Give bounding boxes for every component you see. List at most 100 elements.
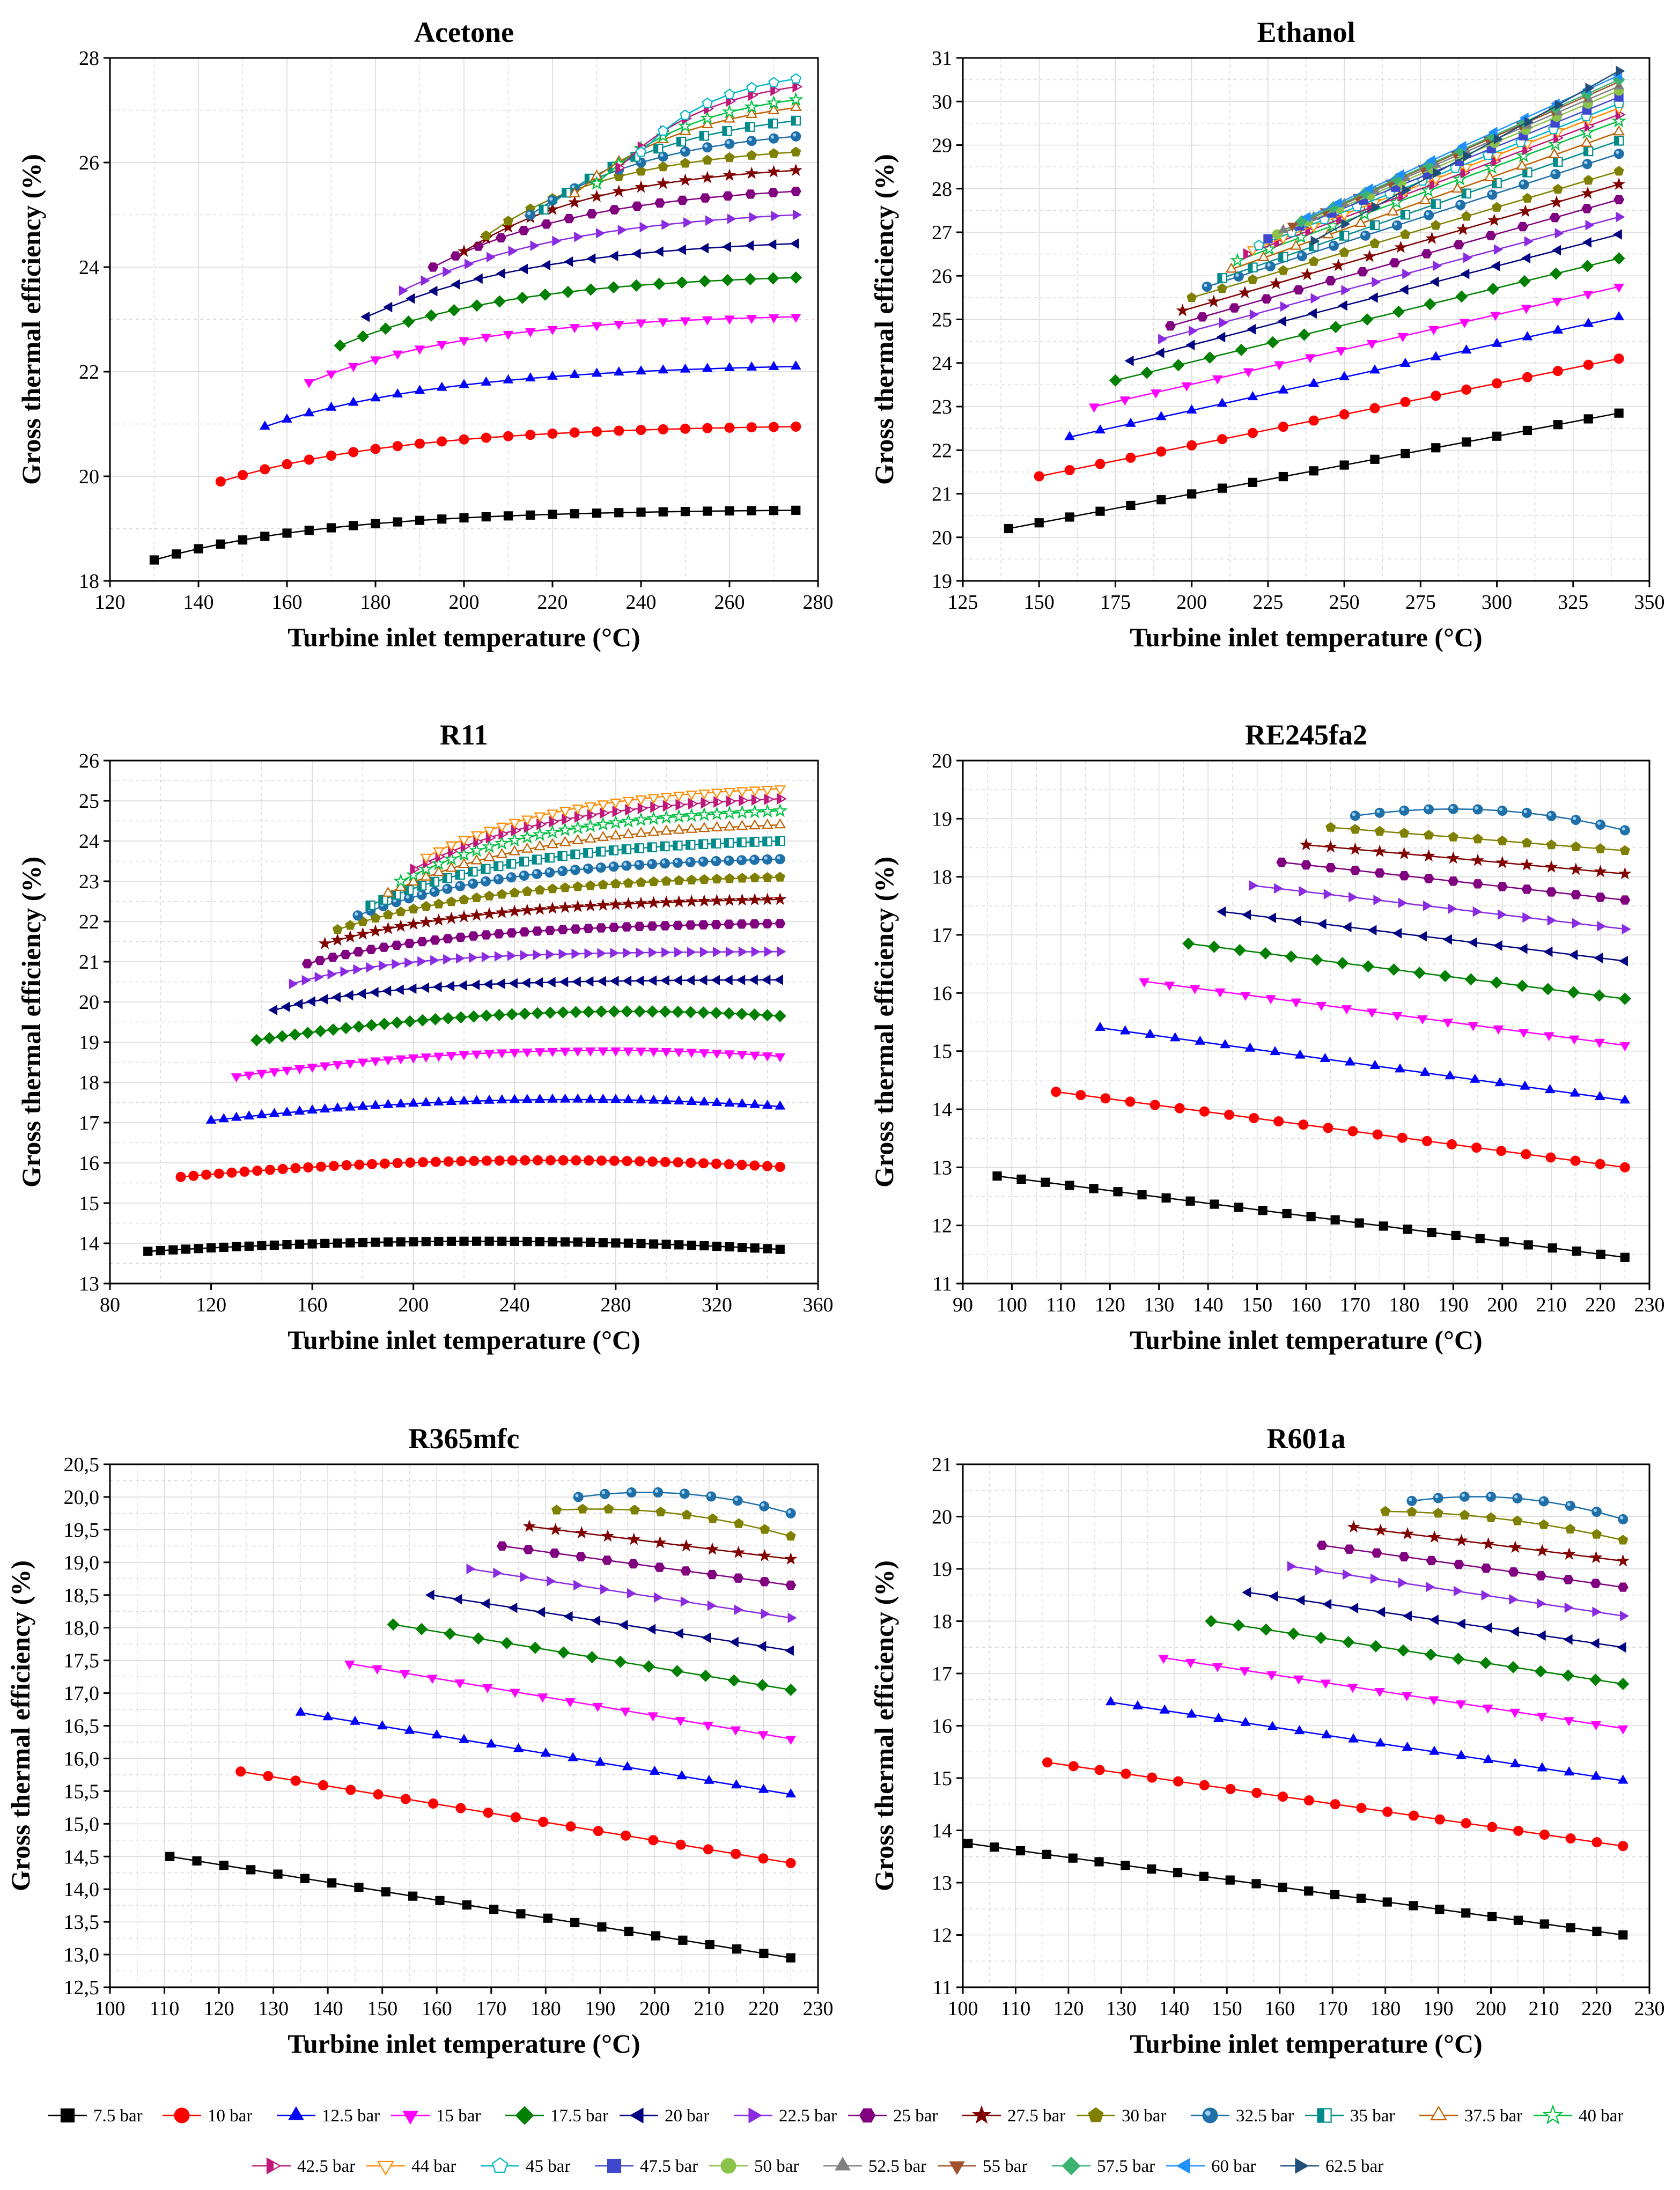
series-25-bar xyxy=(428,186,801,272)
data-point xyxy=(710,1006,723,1019)
data-point xyxy=(1188,326,1198,336)
data-point xyxy=(1034,518,1044,528)
data-point xyxy=(562,285,574,298)
data-point xyxy=(736,1098,748,1108)
data-point xyxy=(1041,1177,1050,1187)
series-32-5-bar xyxy=(1350,803,1630,836)
data-point xyxy=(612,185,625,197)
data-point xyxy=(219,1242,229,1252)
data-point xyxy=(382,1056,394,1066)
data-point xyxy=(508,1602,518,1613)
data-point xyxy=(1075,1090,1086,1101)
data-point xyxy=(1265,995,1276,1005)
series-22-5-bar xyxy=(1158,211,1625,344)
y-tick-label: 13 xyxy=(932,1872,952,1894)
data-point xyxy=(633,1005,646,1018)
data-point xyxy=(724,138,735,149)
data-point xyxy=(507,950,517,961)
x-tick-label: 200 xyxy=(1487,1294,1517,1316)
data-point xyxy=(655,1506,666,1517)
data-point xyxy=(1187,440,1197,451)
data-point xyxy=(1488,127,1498,137)
data-point xyxy=(428,262,439,272)
data-point xyxy=(658,151,668,162)
data-point xyxy=(431,856,446,871)
y-tick-label: 17 xyxy=(79,1112,99,1134)
x-tick-label: 225 xyxy=(1252,591,1283,614)
data-point xyxy=(563,1611,573,1622)
data-point xyxy=(557,822,573,837)
data-point xyxy=(1616,1554,1630,1567)
data-point xyxy=(711,1096,723,1106)
data-point xyxy=(1249,880,1258,891)
data-point xyxy=(623,878,634,888)
data-point xyxy=(354,1159,365,1170)
data-point xyxy=(218,1113,229,1123)
data-point xyxy=(472,1632,485,1645)
data-point xyxy=(1568,949,1578,961)
series-line xyxy=(1110,1701,1623,1782)
data-point xyxy=(614,508,624,518)
data-point xyxy=(1486,283,1499,296)
y-tick-label: 15,5 xyxy=(64,1780,100,1803)
data-point xyxy=(1161,1193,1171,1203)
data-point xyxy=(1372,202,1381,212)
data-point xyxy=(775,1162,785,1172)
data-point xyxy=(430,1156,441,1167)
x-tick-label: 160 xyxy=(297,1294,328,1316)
data-point xyxy=(738,946,748,957)
data-point xyxy=(404,939,415,948)
data-point xyxy=(481,512,491,522)
chart-title: RE245fa2 xyxy=(1245,719,1367,751)
data-point xyxy=(636,1238,646,1249)
data-point xyxy=(1323,889,1333,899)
data-point xyxy=(379,960,388,971)
x-tick-label: 190 xyxy=(1438,1294,1469,1316)
data-point xyxy=(503,330,514,340)
data-point xyxy=(496,1094,507,1104)
x-tick-label: 325 xyxy=(1558,591,1588,614)
data-point xyxy=(687,947,697,957)
data-point xyxy=(647,859,658,869)
chart-title: R365mfc xyxy=(409,1422,520,1455)
x-tick-label: 230 xyxy=(1634,1997,1665,2020)
data-point xyxy=(1484,159,1499,174)
data-point xyxy=(1569,862,1583,875)
legend-entry-12-5-bar: 12.5 bar xyxy=(277,2106,380,2126)
data-point xyxy=(759,1949,769,1958)
data-point xyxy=(592,508,602,518)
chart-title: Ethanol xyxy=(1257,16,1355,48)
data-point xyxy=(1253,239,1265,250)
data-point xyxy=(657,176,670,189)
data-point xyxy=(1583,146,1594,157)
data-point xyxy=(416,1014,429,1027)
data-point xyxy=(775,1244,785,1254)
data-point xyxy=(583,864,593,874)
data-point xyxy=(1521,305,1532,314)
series-20-bar xyxy=(1124,229,1622,366)
data-point xyxy=(1094,1857,1104,1867)
data-point xyxy=(1185,1658,1196,1668)
data-point xyxy=(609,250,618,262)
data-point xyxy=(775,919,786,928)
series-line xyxy=(154,510,796,561)
data-point xyxy=(559,1093,571,1103)
series-40-bar xyxy=(1230,113,1626,267)
data-point xyxy=(1369,238,1380,248)
data-point xyxy=(621,813,636,828)
data-point xyxy=(1494,1077,1506,1087)
series-line xyxy=(1211,1620,1623,1685)
data-point xyxy=(675,1717,686,1727)
data-point xyxy=(485,1738,497,1748)
data-point xyxy=(348,396,359,406)
data-point xyxy=(1486,1512,1497,1522)
data-point xyxy=(1618,867,1632,880)
data-point xyxy=(624,1927,633,1936)
data-point xyxy=(647,794,660,805)
data-point xyxy=(625,803,635,816)
data-point xyxy=(777,793,787,805)
series-32-5-bar xyxy=(1406,1491,1629,1524)
data-point xyxy=(277,1163,288,1174)
data-point xyxy=(1329,321,1342,334)
data-point xyxy=(1278,1791,1288,1802)
